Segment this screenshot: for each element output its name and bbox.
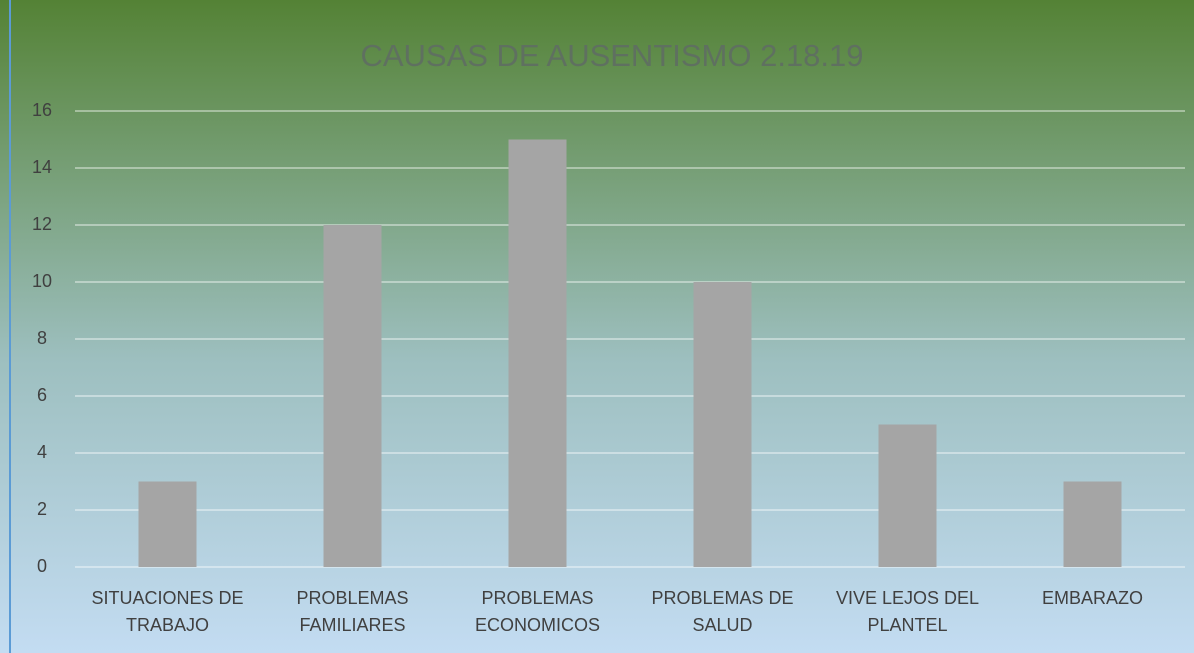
y-tick-label: 2 xyxy=(37,499,47,519)
chart-title: CAUSAS DE AUSENTISMO 2.18.19 xyxy=(360,38,863,73)
bar xyxy=(693,282,752,567)
y-tick-label: 6 xyxy=(37,385,47,405)
y-tick-label: 4 xyxy=(37,442,47,462)
x-tick-label: SITUACIONES DE TRABAJO xyxy=(91,588,244,635)
y-tick-label: 8 xyxy=(37,328,47,348)
bar xyxy=(1063,481,1122,567)
y-tick-label: 0 xyxy=(37,556,47,576)
bar xyxy=(323,225,382,567)
x-tick-label: PROBLEMAS FAMILIARES xyxy=(296,588,409,635)
x-tick-label: VIVE LEJOS DEL PLANTEL xyxy=(835,588,980,635)
y-tick-label: 14 xyxy=(32,157,52,177)
x-tick-label: PROBLEMAS ECONOMICOS xyxy=(474,588,600,635)
bar xyxy=(878,424,937,567)
bar xyxy=(508,139,567,567)
y-tick-label: 10 xyxy=(32,271,52,291)
bar xyxy=(138,481,197,567)
x-tick-label: PROBLEMAS DE SALUD xyxy=(651,588,794,635)
y-tick-label: 16 xyxy=(32,100,52,120)
y-tick-label: 12 xyxy=(32,214,52,234)
x-tick-label: EMBARAZO xyxy=(1041,588,1143,608)
